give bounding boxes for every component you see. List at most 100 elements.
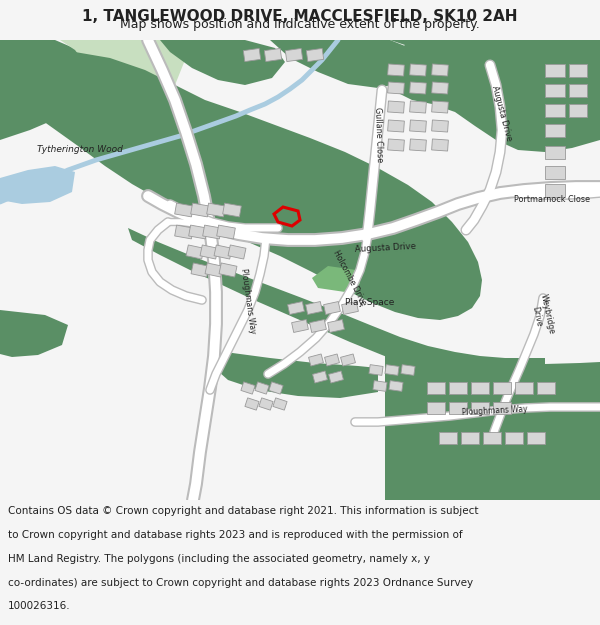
Polygon shape <box>545 184 565 196</box>
Polygon shape <box>431 64 448 76</box>
Text: Augusta Drive: Augusta Drive <box>354 242 416 254</box>
Polygon shape <box>545 104 565 116</box>
Polygon shape <box>341 354 355 366</box>
Polygon shape <box>388 64 404 76</box>
Polygon shape <box>269 382 283 394</box>
Polygon shape <box>191 203 209 217</box>
Polygon shape <box>427 382 445 394</box>
Polygon shape <box>186 245 204 259</box>
Polygon shape <box>175 225 193 239</box>
Polygon shape <box>385 40 600 152</box>
Polygon shape <box>223 203 241 217</box>
Polygon shape <box>369 364 383 376</box>
Text: HM Land Registry. The polygons (including the associated geometry, namely x, y: HM Land Registry. The polygons (includin… <box>8 554 430 564</box>
Polygon shape <box>431 120 448 132</box>
Text: 100026316.: 100026316. <box>8 601 70 611</box>
Polygon shape <box>310 319 326 332</box>
Polygon shape <box>569 84 587 96</box>
Text: Tytherington Wood: Tytherington Wood <box>37 145 123 154</box>
Polygon shape <box>308 354 323 366</box>
Polygon shape <box>0 310 68 357</box>
Polygon shape <box>439 432 457 444</box>
Polygon shape <box>373 381 387 391</box>
Polygon shape <box>471 382 489 394</box>
Polygon shape <box>0 52 482 320</box>
Polygon shape <box>410 120 427 132</box>
Polygon shape <box>385 364 399 376</box>
Polygon shape <box>307 49 323 61</box>
Polygon shape <box>175 203 193 217</box>
Polygon shape <box>431 139 448 151</box>
Text: Map shows position and indicative extent of the property.: Map shows position and indicative extent… <box>120 18 480 31</box>
Polygon shape <box>449 382 467 394</box>
Polygon shape <box>265 49 281 61</box>
Polygon shape <box>128 228 545 386</box>
Polygon shape <box>60 40 185 95</box>
Text: 1, TANGLEWOOD DRIVE, MACCLESFIELD, SK10 2AH: 1, TANGLEWOOD DRIVE, MACCLESFIELD, SK10 … <box>82 9 518 24</box>
Polygon shape <box>205 263 223 277</box>
Polygon shape <box>255 382 269 394</box>
Polygon shape <box>537 382 555 394</box>
Polygon shape <box>210 352 378 398</box>
Text: Ploughmans Way: Ploughmans Way <box>462 404 528 417</box>
Text: to Crown copyright and database rights 2023 and is reproduced with the permissio: to Crown copyright and database rights 2… <box>8 530 463 540</box>
Polygon shape <box>228 245 246 259</box>
Polygon shape <box>410 82 427 94</box>
Polygon shape <box>323 301 340 314</box>
Polygon shape <box>545 146 565 159</box>
Polygon shape <box>244 49 260 61</box>
Polygon shape <box>188 225 208 239</box>
Polygon shape <box>493 402 511 414</box>
Polygon shape <box>160 40 285 85</box>
Polygon shape <box>341 301 358 314</box>
Polygon shape <box>388 120 404 132</box>
Polygon shape <box>270 40 420 88</box>
Polygon shape <box>219 263 237 277</box>
Polygon shape <box>305 301 322 314</box>
Polygon shape <box>527 432 545 444</box>
Polygon shape <box>410 64 427 76</box>
Text: Augusta Drive: Augusta Drive <box>490 85 514 142</box>
Polygon shape <box>449 402 467 414</box>
Polygon shape <box>471 402 489 414</box>
Polygon shape <box>200 245 218 259</box>
Polygon shape <box>569 104 587 116</box>
Polygon shape <box>286 49 302 61</box>
Polygon shape <box>292 319 308 332</box>
Polygon shape <box>545 166 565 179</box>
Polygon shape <box>385 350 600 500</box>
Polygon shape <box>259 398 273 410</box>
Polygon shape <box>388 82 404 94</box>
Polygon shape <box>325 354 340 366</box>
Text: Portmarnock Close: Portmarnock Close <box>514 195 590 204</box>
Polygon shape <box>505 432 523 444</box>
Polygon shape <box>431 101 448 113</box>
Polygon shape <box>241 382 255 394</box>
Polygon shape <box>287 301 304 314</box>
Polygon shape <box>493 382 511 394</box>
Polygon shape <box>273 398 287 410</box>
Polygon shape <box>545 64 565 76</box>
Polygon shape <box>410 101 427 113</box>
Polygon shape <box>389 381 403 391</box>
Polygon shape <box>545 84 565 96</box>
Polygon shape <box>431 82 448 94</box>
Polygon shape <box>515 382 533 394</box>
Polygon shape <box>410 139 427 151</box>
Text: Gullane Close: Gullane Close <box>373 106 383 162</box>
Polygon shape <box>191 263 209 277</box>
Text: Holcombe Drive: Holcombe Drive <box>332 249 368 307</box>
Polygon shape <box>401 364 415 376</box>
Polygon shape <box>203 225 221 239</box>
Text: Contains OS data © Crown copyright and database right 2021. This information is : Contains OS data © Crown copyright and d… <box>8 506 478 516</box>
Polygon shape <box>545 124 565 136</box>
Text: Play Space: Play Space <box>346 298 395 307</box>
Polygon shape <box>214 245 232 259</box>
Polygon shape <box>388 101 404 113</box>
Polygon shape <box>313 371 328 383</box>
Polygon shape <box>0 40 105 140</box>
Polygon shape <box>483 432 501 444</box>
Polygon shape <box>217 225 235 239</box>
Polygon shape <box>312 266 360 292</box>
Polygon shape <box>329 371 343 383</box>
